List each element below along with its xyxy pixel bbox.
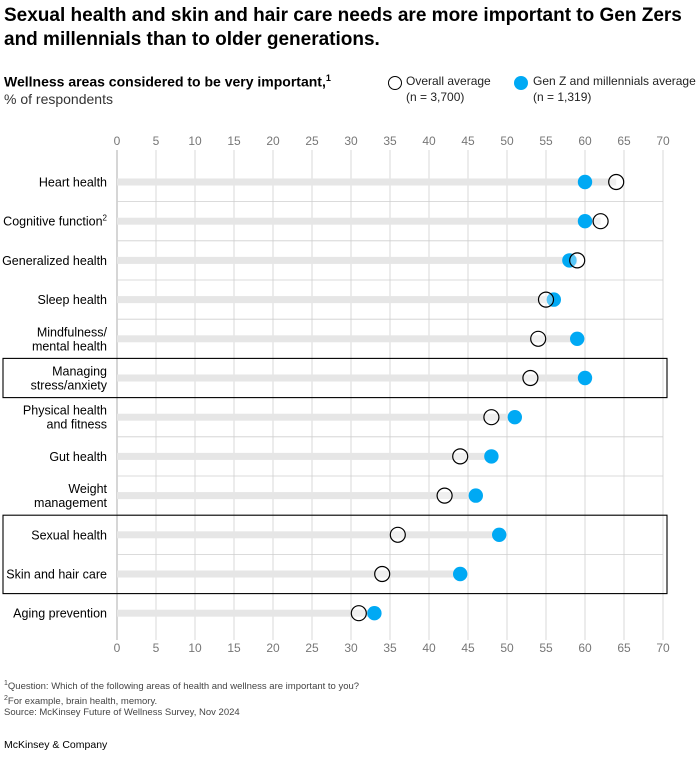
dot-plot-chart: 0055101015152020252530303535404045455050…: [2, 134, 670, 655]
x-tick-label-bottom: 60: [578, 641, 592, 655]
legend-genz-label: Gen Z and millennials average: [533, 74, 696, 88]
x-tick-label-top: 45: [461, 134, 475, 148]
x-tick-label-bottom: 15: [227, 641, 241, 655]
x-tick-label-top: 5: [153, 134, 160, 148]
brand-logo-text: McKinsey & Company: [4, 739, 108, 751]
track-bar: [117, 531, 500, 539]
genz-dot: [367, 606, 382, 621]
track-bar: [117, 492, 476, 500]
footnote-source: Source: McKinsey Future of Wellness Surv…: [4, 707, 240, 719]
category-label: Aging prevention: [13, 607, 107, 621]
overall-dot: [483, 409, 500, 426]
track-bar: [117, 609, 375, 617]
x-tick-label-top: 70: [656, 134, 670, 148]
category-label: Weight management: [34, 482, 107, 510]
chart-subtitle: Wellness areas considered to be very imp…: [4, 73, 331, 90]
genz-dot: [577, 214, 593, 229]
category-label: Physical health and fitness: [23, 404, 107, 432]
overall-dot: [537, 291, 555, 308]
overall-dot: [522, 369, 539, 387]
overall-dot: [389, 526, 406, 543]
footnote-2: 2For example, brain health, memory.: [4, 694, 158, 707]
x-tick-label-top: 50: [500, 134, 514, 148]
overall-dot: [350, 605, 367, 622]
category-label: Sexual health: [31, 528, 107, 542]
track-bar: [117, 452, 492, 460]
track-bar: [117, 178, 617, 186]
x-tick-label-bottom: 50: [500, 641, 514, 655]
category-label: Heart health: [39, 176, 107, 190]
genz-dot: [492, 527, 507, 542]
category-label: Generalized health: [2, 254, 107, 268]
x-tick-label-bottom: 5: [153, 641, 160, 655]
overall-dot: [436, 487, 453, 504]
x-tick-label-top: 35: [383, 134, 397, 148]
legend-overall-n: (n = 3,700): [406, 90, 465, 104]
x-tick-label-bottom: 30: [344, 641, 358, 655]
x-tick-label-top: 40: [422, 134, 436, 148]
x-tick-label-bottom: 25: [305, 641, 319, 655]
legend-overall: Overall average (n = 3,700): [406, 73, 491, 105]
x-tick-label-top: 20: [266, 134, 280, 148]
track-bar: [117, 570, 461, 578]
genz-dot: [453, 566, 468, 582]
overall-dot: [452, 448, 469, 465]
overall-dot: [608, 173, 625, 191]
category-label: Managing stress/anxiety: [31, 365, 108, 393]
category-label: Sleep health: [37, 293, 107, 307]
x-tick-label-top: 30: [344, 134, 358, 148]
footnotes: 1Question: Which of the following areas …: [4, 678, 359, 719]
x-tick-label-bottom: 10: [188, 641, 202, 655]
category-label: Gut health: [49, 450, 107, 464]
legend-genz-n: (n = 1,319): [533, 90, 592, 104]
highlight-box: [2, 514, 668, 595]
category-label: Mindfulness/mental health: [32, 325, 108, 353]
genz-dot: [577, 370, 593, 386]
x-tick-label-bottom: 0: [114, 641, 121, 655]
genz-dot: [484, 449, 499, 464]
x-tick-label-bottom: 40: [422, 641, 436, 655]
x-tick-label-top: 15: [227, 134, 241, 148]
category-label: Skin and hair care: [6, 568, 107, 582]
x-tick-label-top: 0: [114, 134, 121, 148]
chart-title: Sexual health and skin and hair care nee…: [4, 5, 682, 50]
overall-dot: [569, 252, 586, 269]
x-tick-label-bottom: 45: [461, 641, 475, 655]
genz-dot: [577, 174, 593, 190]
legend-overall-marker: [388, 76, 402, 90]
x-tick-label-top: 25: [305, 134, 319, 148]
x-tick-label-top: 65: [617, 134, 631, 148]
track-bar: [117, 374, 585, 382]
legend-genz: Gen Z and millennials average (n = 1,319…: [533, 73, 696, 105]
track-bar: [117, 413, 515, 421]
legend-genz-marker: [514, 76, 528, 90]
x-tick-label-bottom: 70: [656, 641, 670, 655]
genz-dot: [468, 488, 483, 503]
x-tick-label-bottom: 20: [266, 641, 280, 655]
category-label: Cognitive function2: [3, 214, 107, 229]
footnote-1: 1Question: Which of the following areas …: [4, 680, 360, 693]
chart-unit: % of respondents: [4, 91, 113, 107]
x-tick-label-top: 60: [578, 134, 592, 148]
track-bar: [117, 256, 578, 264]
track-bar: [117, 296, 554, 304]
x-tick-label-top: 10: [188, 134, 202, 148]
track-bar: [117, 335, 578, 343]
overall-dot: [374, 565, 391, 583]
x-tick-label-bottom: 55: [539, 641, 553, 655]
x-tick-label-bottom: 65: [617, 641, 631, 655]
overall-dot: [530, 330, 547, 347]
x-tick-label-bottom: 35: [383, 641, 397, 655]
legend-overall-label: Overall average: [406, 74, 491, 88]
highlight-box: [2, 357, 668, 399]
genz-dot: [570, 331, 585, 346]
x-tick-label-top: 55: [539, 134, 553, 148]
genz-dot: [507, 410, 522, 425]
track-bar: [117, 217, 601, 225]
overall-dot: [592, 213, 609, 230]
